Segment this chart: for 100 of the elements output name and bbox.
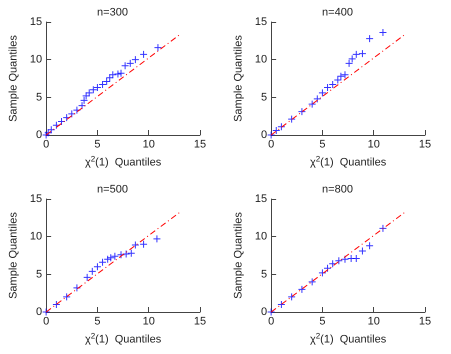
point [318,88,326,97]
x-tick-label: 5 [94,316,100,328]
point [68,110,76,118]
point [272,126,280,134]
y-tick-label: 15 [254,193,268,205]
x-tick-label: 15 [194,138,206,150]
point [114,70,122,78]
y-tick-label: 10 [30,54,42,66]
point [102,78,111,86]
y-tick-label: 5 [261,91,268,104]
point [358,246,366,255]
point [298,285,306,294]
point [106,74,114,82]
point [366,34,374,43]
point [62,292,71,301]
point [80,96,88,104]
y-tick-label: 15 [30,16,42,28]
y-tick-label: 10 [254,230,268,243]
point [366,242,374,250]
x-tick-label: 5 [319,316,326,328]
y-axis-title: Sample Quantiles [232,34,244,122]
y-axis-title: Sample Quantiles [8,212,20,299]
y-tick-label: 0 [261,306,268,318]
point [358,50,366,58]
point [334,76,342,84]
point [78,102,86,110]
point [104,255,112,264]
point [336,72,345,80]
point [340,255,349,264]
y-axis-title: Sample Quantiles [232,212,244,299]
point [267,308,276,316]
point [108,70,117,79]
point [121,62,130,70]
y-tick-label: 5 [36,268,42,280]
point [117,69,126,78]
point [131,240,140,249]
x-tick-label: 10 [368,138,380,150]
point [93,262,102,271]
point [328,80,337,89]
point [324,264,332,272]
point [93,84,102,92]
y-tick-label: 10 [30,230,42,243]
point [352,50,360,58]
y-tick-label: 10 [254,54,268,66]
point [378,224,387,232]
point [298,108,306,116]
x-tick-label: 5 [94,138,100,150]
point [72,284,81,292]
point [88,267,96,276]
point [140,240,148,248]
point [110,252,119,260]
point [47,126,56,134]
point [117,250,126,259]
point [82,92,90,100]
point [122,250,130,258]
point [324,84,332,92]
point [52,121,60,130]
x-tick-label: 15 [418,138,432,150]
point [140,50,148,58]
point [52,300,60,308]
point [345,59,354,68]
x-tick-label: 10 [142,138,155,150]
point [98,80,107,89]
chart-title: n=400 [322,6,353,18]
point [42,308,50,316]
point [83,273,92,282]
point [288,115,296,124]
x-tick-label: 15 [418,316,432,328]
y-tick-label: 0 [36,306,42,318]
chart-title: n=300 [97,6,128,18]
point [106,254,115,262]
x-tick-label: 10 [368,316,380,328]
point [313,94,322,103]
y-tick-label: 0 [36,129,42,141]
y-tick-label: 15 [254,16,268,28]
x-tick-label: 15 [194,316,206,328]
point [308,100,316,108]
point [72,106,81,114]
point [288,292,296,301]
point [126,59,134,68]
point [58,117,66,126]
y-tick-label: 0 [261,129,268,141]
x-tick-label: 10 [142,316,155,328]
point [352,254,360,263]
point [89,86,98,94]
y-tick-label: 5 [261,268,268,280]
point [267,131,276,139]
x-tick-label: 5 [319,138,326,150]
point [277,122,286,131]
y-tick-label: 15 [30,193,42,205]
point [85,88,94,97]
point [131,56,140,64]
point [308,278,316,286]
point [348,54,356,63]
point [98,258,107,266]
point [42,131,50,139]
point [328,260,337,268]
point [334,256,343,265]
chart-title: n=800 [322,184,353,196]
point [340,70,349,79]
